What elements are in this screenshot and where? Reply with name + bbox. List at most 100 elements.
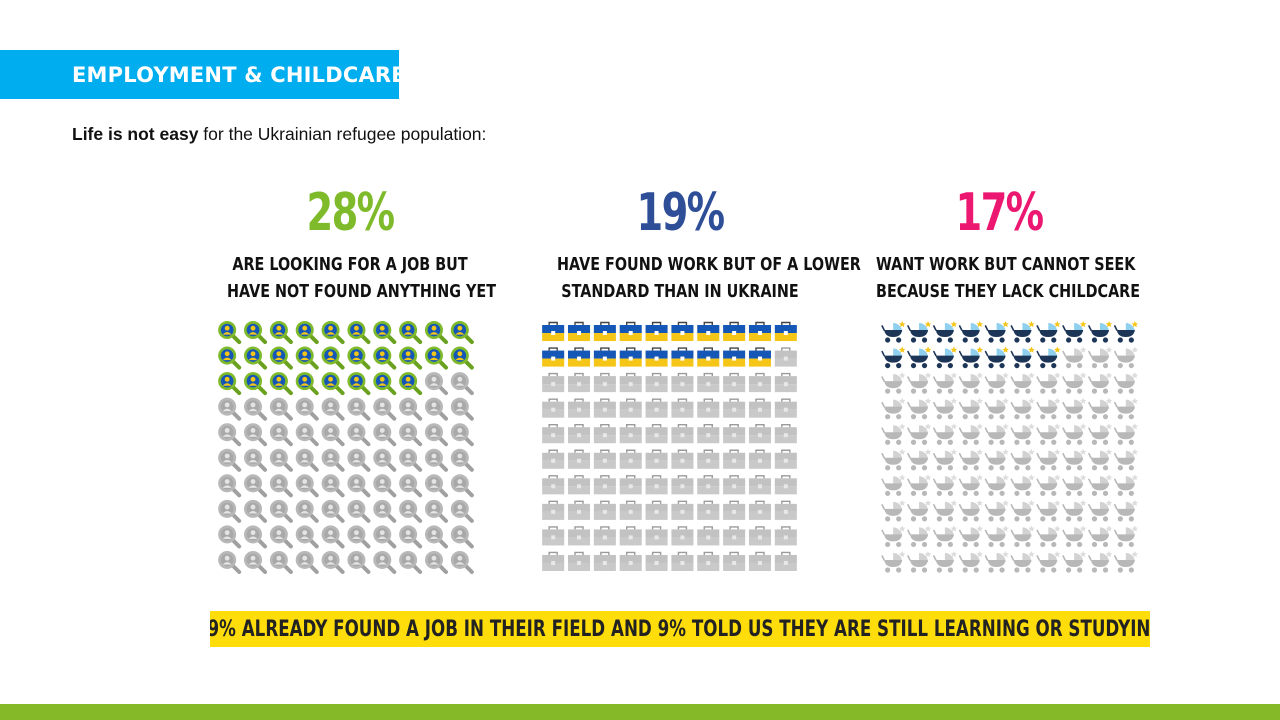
magnifier-person-icon-empty <box>424 499 449 523</box>
baby-stroller-icon-empty <box>1062 423 1087 445</box>
baby-stroller-icon-empty <box>1062 448 1087 471</box>
magnifier-person-icon-empty <box>347 550 371 574</box>
magnifier-person-icon-empty <box>295 550 319 574</box>
baby-stroller-icon-empty <box>958 474 984 496</box>
briefcase-icon-empty <box>619 500 642 520</box>
magnifier-person-icon-empty <box>450 397 474 421</box>
magnifier-person-icon-empty <box>218 423 242 447</box>
stat-desc-line2: STANDARD THAN IN UKRAINE <box>561 282 799 302</box>
magnifier-person-icon-filled <box>295 346 319 370</box>
baby-stroller-icon-filled <box>984 346 1009 369</box>
briefcase-icon-empty <box>723 449 746 469</box>
briefcase-icon-filled <box>671 347 694 367</box>
baby-stroller-icon-empty <box>1010 525 1035 548</box>
baby-stroller-icon-empty <box>907 499 932 522</box>
baby-stroller-icon-empty <box>1088 448 1113 471</box>
magnifier-person-icon-empty <box>450 474 474 498</box>
briefcase-icon-empty <box>645 372 668 393</box>
magnifier-person-icon-empty <box>373 550 397 574</box>
baby-stroller-icon-filled <box>958 321 984 343</box>
briefcase-icon-filled <box>748 321 771 342</box>
briefcase-icon-filled <box>748 347 771 367</box>
briefcase-icon-empty <box>542 372 565 393</box>
magnifier-person-icon-filled <box>269 346 293 370</box>
briefcase-icon-empty <box>748 526 771 546</box>
baby-stroller-icon-filled <box>958 346 984 369</box>
briefcase-icon-empty <box>774 398 797 418</box>
baby-stroller-icon-empty <box>984 474 1009 496</box>
briefcase-icon-empty <box>748 449 771 469</box>
baby-stroller-icon-filled <box>907 346 932 369</box>
magnifier-person-icon-filled <box>269 372 293 396</box>
magnifier-person-icon-empty <box>244 397 268 421</box>
briefcase-icon-empty <box>568 551 591 571</box>
baby-stroller-icon-filled <box>1062 321 1087 343</box>
magnifier-person-icon-filled <box>373 346 397 370</box>
briefcase-icon-filled <box>593 321 616 342</box>
baby-stroller-icon-empty <box>881 499 906 522</box>
magnifier-person-icon-empty <box>269 474 293 498</box>
baby-stroller-icon-empty <box>1062 346 1087 369</box>
briefcase-icon-empty <box>619 424 642 444</box>
briefcase-icon-empty <box>645 500 668 520</box>
briefcase-icon-filled <box>593 347 616 367</box>
magnifier-person-icon-empty <box>269 397 293 421</box>
magnifier-person-icon-empty <box>244 525 268 549</box>
baby-stroller-icon-empty <box>881 474 906 496</box>
magnifier-person-icon-empty <box>399 525 423 549</box>
baby-stroller-icon-empty <box>881 423 906 445</box>
baby-stroller-icon-filled <box>933 321 958 343</box>
baby-stroller-icon-empty <box>933 499 958 522</box>
baby-stroller-icon-empty <box>1010 550 1035 573</box>
baby-stroller-icon-empty <box>984 550 1009 573</box>
baby-stroller-icon-empty <box>1114 474 1139 496</box>
briefcase-icon-empty <box>723 500 746 520</box>
briefcase-icon-empty <box>748 475 771 495</box>
magnifier-person-icon-filled <box>244 346 268 370</box>
briefcase-icon-filled <box>774 321 797 342</box>
briefcase-icon-empty <box>542 526 565 546</box>
baby-stroller-icon-empty <box>1036 474 1061 496</box>
baby-stroller-icon-empty <box>881 525 906 548</box>
briefcase-icon-empty <box>645 551 668 571</box>
magnifier-person-icon-filled <box>373 321 397 345</box>
briefcase-icon-filled <box>697 347 720 367</box>
briefcase-icon-empty <box>568 449 591 469</box>
briefcase-icon-empty <box>697 526 720 546</box>
magnifier-person-icon-empty <box>347 423 371 447</box>
briefcase-icon-empty <box>542 551 565 571</box>
magnifier-person-icon-empty <box>373 448 397 472</box>
briefcase-icon-empty <box>774 551 797 571</box>
footer-note-text: 19% ALREADY FOUND A JOB IN THEIR FIELD A… <box>210 616 1150 642</box>
baby-stroller-icon-empty <box>958 525 984 548</box>
magnifier-person-icon-empty <box>218 550 242 574</box>
magnifier-person-icon-empty <box>244 423 268 447</box>
briefcase-icon-empty <box>671 526 694 546</box>
briefcase-icon-empty <box>593 424 616 444</box>
magnifier-person-icon-filled <box>347 372 371 396</box>
baby-stroller-icon-empty <box>1088 346 1113 369</box>
briefcase-icon-empty <box>568 424 591 444</box>
briefcase-icon-empty <box>619 526 642 546</box>
magnifier-person-icon-empty <box>373 397 397 421</box>
briefcase-icon-empty <box>619 398 642 418</box>
baby-stroller-icon-empty <box>1114 550 1139 573</box>
magnifier-person-icon-empty <box>373 474 397 498</box>
stat-desc-line1: HAVE FOUND WORK BUT OF A LOWER <box>557 255 861 275</box>
magnifier-person-icon-filled <box>218 321 242 345</box>
magnifier-person-icon-empty <box>399 499 423 523</box>
briefcase-icon-empty <box>593 526 616 546</box>
baby-stroller-icon-empty <box>933 448 958 471</box>
magnifier-person-icon-empty <box>321 525 345 549</box>
magnifier-person-icon-filled <box>424 346 449 370</box>
magnifier-person-icon-empty <box>399 423 423 447</box>
briefcase-icon-empty <box>619 372 642 393</box>
baby-stroller-icon-filled <box>1036 321 1061 343</box>
stat-percent: 17% <box>955 183 1045 243</box>
briefcase-icon-empty <box>723 372 746 393</box>
briefcase-icon-empty <box>774 475 797 495</box>
magnifier-person-icon-filled <box>424 321 449 345</box>
briefcase-icon-empty <box>593 551 616 571</box>
magnifier-person-icon-filled <box>450 321 474 345</box>
magnifier-person-icon-empty <box>218 397 242 421</box>
